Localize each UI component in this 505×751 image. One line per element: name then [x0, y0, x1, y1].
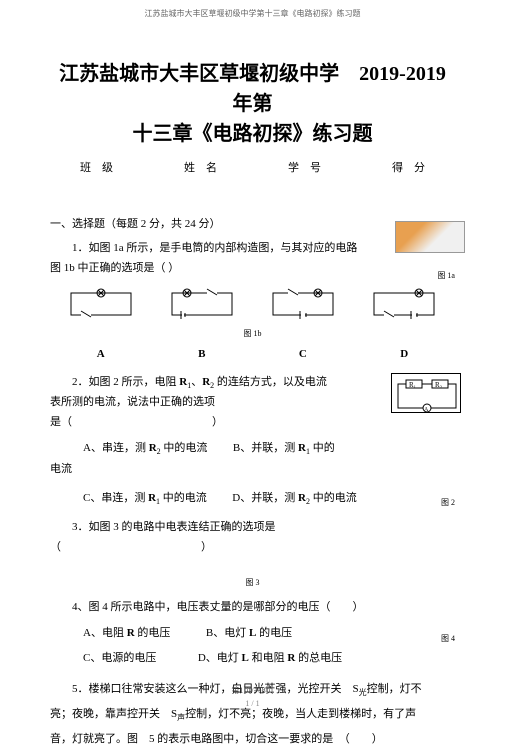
q5-2a: 亮；夜晚，靠声控开关 S [50, 708, 177, 720]
page-number: 1 / 1 [0, 699, 505, 708]
name-label: 姓 名 [184, 159, 217, 175]
q1-opt-a: A [97, 345, 105, 365]
title-line-2: 十三章《电路初探》练习题 [50, 119, 455, 149]
q2-t1: 2．如图 2 所示，电阻 [72, 376, 179, 388]
circuit-c [268, 285, 338, 321]
q2-l3b: ） [212, 416, 223, 428]
q5-line3: 音，灯就亮了。图 5 的表示电路图中，切合这一要求的是 （ ） [50, 727, 455, 751]
q3-line2: （） [50, 538, 455, 558]
document-title: 江苏盐城市大丰区草堰初级中学 2019-2019 年第 十三章《电路初探》练习题 [50, 59, 455, 149]
q2-t2: 、 [191, 376, 202, 388]
q1-line2: 图 1b 中正确的选项是（ ） [50, 259, 455, 279]
q2-r2: R [202, 376, 210, 388]
circuit-b-svg [167, 285, 237, 321]
q2-r1: R [179, 376, 187, 388]
q2c-2: 中的电流 [160, 492, 207, 504]
page-header: 江苏盐城市大丰区草堰初级中学第十三章《电路初探》练习题 [0, 0, 505, 19]
circuit-c-svg [268, 285, 338, 321]
circuit-a-svg [66, 285, 136, 321]
q2-line3: 是（ ） [50, 413, 455, 433]
q2b-r: R [298, 442, 306, 454]
q3-l2b: ） [201, 541, 212, 553]
info-row: 班 级 姓 名 学 号 得 分 [50, 159, 455, 175]
q2d-r: R [298, 492, 306, 504]
q4d-2: 和电阻 [249, 652, 288, 664]
fig-2-svg: R₁ R₂ A [392, 374, 462, 414]
q2-opts-cd: C、串连，测 R1 中的电流 D、并联，测 R2 中的电流 [50, 489, 455, 510]
q2a-2: 中的电流 [161, 442, 208, 454]
q4-opts-cd: C、电源的电压 D、电灯 L 和电阻 R 的总电压 [50, 649, 455, 669]
circuit-d-svg [369, 285, 439, 321]
fig-2-box: R₁ R₂ A [391, 373, 461, 413]
score-label: 得 分 [392, 159, 425, 175]
question-1: 图 1a 1．如图 1a 所示，是手电筒的内部构造图，与其对应的电路 图 1b … [50, 239, 455, 365]
q2c-1: C、串连，测 [83, 492, 148, 504]
svg-text:R₁: R₁ [409, 381, 416, 389]
q5-2b: 控制，灯不亮；夜晚，当人走到楼梯时，有了声 [185, 708, 416, 720]
q4d-l: L [242, 652, 249, 664]
fig-1a-label: 图 1a [437, 269, 455, 283]
q2c-r: R [148, 492, 156, 504]
question-3: 3．如图 3 的电路中电表连结正确的选项是 （） 图 3 [50, 518, 455, 590]
svg-text:R₂: R₂ [435, 381, 443, 389]
q4b-1: B、电灯 [206, 627, 249, 639]
question-4: 4、图 4 所示电路中，电压表丈量的是哪部分的电压（ ） A、电阻 R 的电压 … [50, 598, 455, 669]
q2b-2: 中的 [310, 442, 335, 454]
question-2: R₁ R₂ A 2．如图 2 所示，电阻 R1、R2 的连结方式，以及电流 表所… [50, 373, 455, 510]
class-label: 班 级 [80, 159, 113, 175]
q2-l3a: 是（ [50, 416, 72, 428]
q4-opts-ab: A、电阻 R 的电压 B、电灯 L 的电压 [50, 624, 455, 644]
q1-figures [50, 285, 455, 321]
circuit-a [66, 285, 136, 321]
q2a-1: A、串连，测 [83, 442, 149, 454]
q4-line1: 4、图 4 所示电路中，电压表丈量的是哪部分的电压（ ） [50, 598, 455, 618]
circuit-d [369, 285, 439, 321]
id-label: 学 号 [288, 159, 321, 175]
q1-opt-c: C [299, 345, 307, 365]
title-line-1: 江苏盐城市大丰区草堰初级中学 2019-2019 年第 [50, 59, 455, 119]
svg-text:A: A [424, 407, 429, 413]
q4d-3: 的总电压 [295, 652, 342, 664]
q3-line1: 3．如图 3 的电路中电表连结正确的选项是 [50, 518, 455, 538]
q2-opts-ab: A、串连，测 R2 中的电流 B、并联，测 R1 中的 [50, 439, 455, 460]
q4a-1: A、电阻 [83, 627, 127, 639]
q2d-2: 中的电流 [310, 492, 357, 504]
circuit-b [167, 285, 237, 321]
q2-t3: 的连结方式，以及电流 [214, 376, 327, 388]
q2-cont: 电流 [50, 460, 455, 480]
content-area: 江苏盐城市大丰区草堰初级中学 2019-2019 年第 十三章《电路初探》练习题… [0, 59, 505, 751]
q2d-1: D、并联，测 [232, 492, 298, 504]
fig-3-caption: 图 3 [50, 576, 455, 590]
fig-4-label: 图 4 [441, 632, 455, 646]
fig-2-label: 图 2 [441, 496, 455, 510]
flashlight-image [395, 221, 465, 253]
q2a-r: R [149, 442, 157, 454]
q4a-2: 的电压 [135, 627, 171, 639]
q4d-1: D、电灯 [198, 652, 242, 664]
q1-opt-d: D [400, 345, 408, 365]
q2b-1: B、并联，测 [233, 442, 298, 454]
q4c: C、电源的电压 [83, 652, 156, 664]
q5-2s: 声 [177, 713, 185, 722]
q1-opt-b: B [198, 345, 205, 365]
page-footer: 第1页/共8页 [0, 685, 505, 696]
q4b-2: 的电压 [256, 627, 292, 639]
q3-l2a: （ [50, 541, 61, 553]
fig-1b-caption: 图 1b [50, 327, 455, 341]
q4a-r: R [127, 627, 135, 639]
q1-options: A B C D [50, 345, 455, 365]
